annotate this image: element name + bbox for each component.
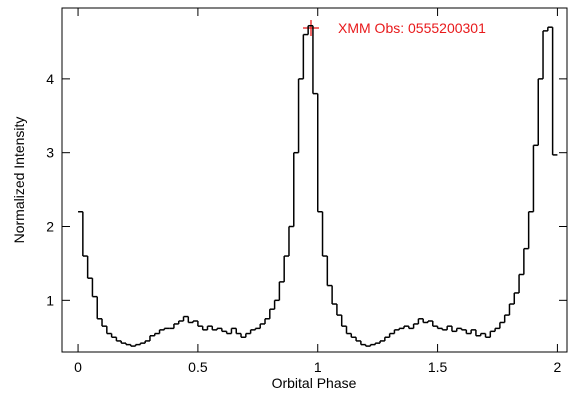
y-tick-label: 3 — [46, 145, 54, 161]
x-tick-label: 1 — [314, 359, 322, 375]
x-tick-label: 2 — [554, 359, 562, 375]
y-tick-label: 1 — [46, 292, 54, 308]
x-axis-label: Orbital Phase — [272, 375, 357, 391]
y-tick-label: 2 — [46, 219, 54, 235]
x-tick-label: 1.5 — [428, 359, 448, 375]
annotation-marker — [303, 20, 319, 36]
y-tick-label: 4 — [46, 71, 54, 87]
annotation: XMM Obs: 0555200301 — [338, 20, 486, 36]
y-axis-label: Normalized Intensity — [11, 117, 27, 244]
x-tick-label: 0 — [74, 359, 82, 375]
plot-frame — [61, 7, 568, 353]
x-tick-label: 0.5 — [188, 359, 208, 375]
